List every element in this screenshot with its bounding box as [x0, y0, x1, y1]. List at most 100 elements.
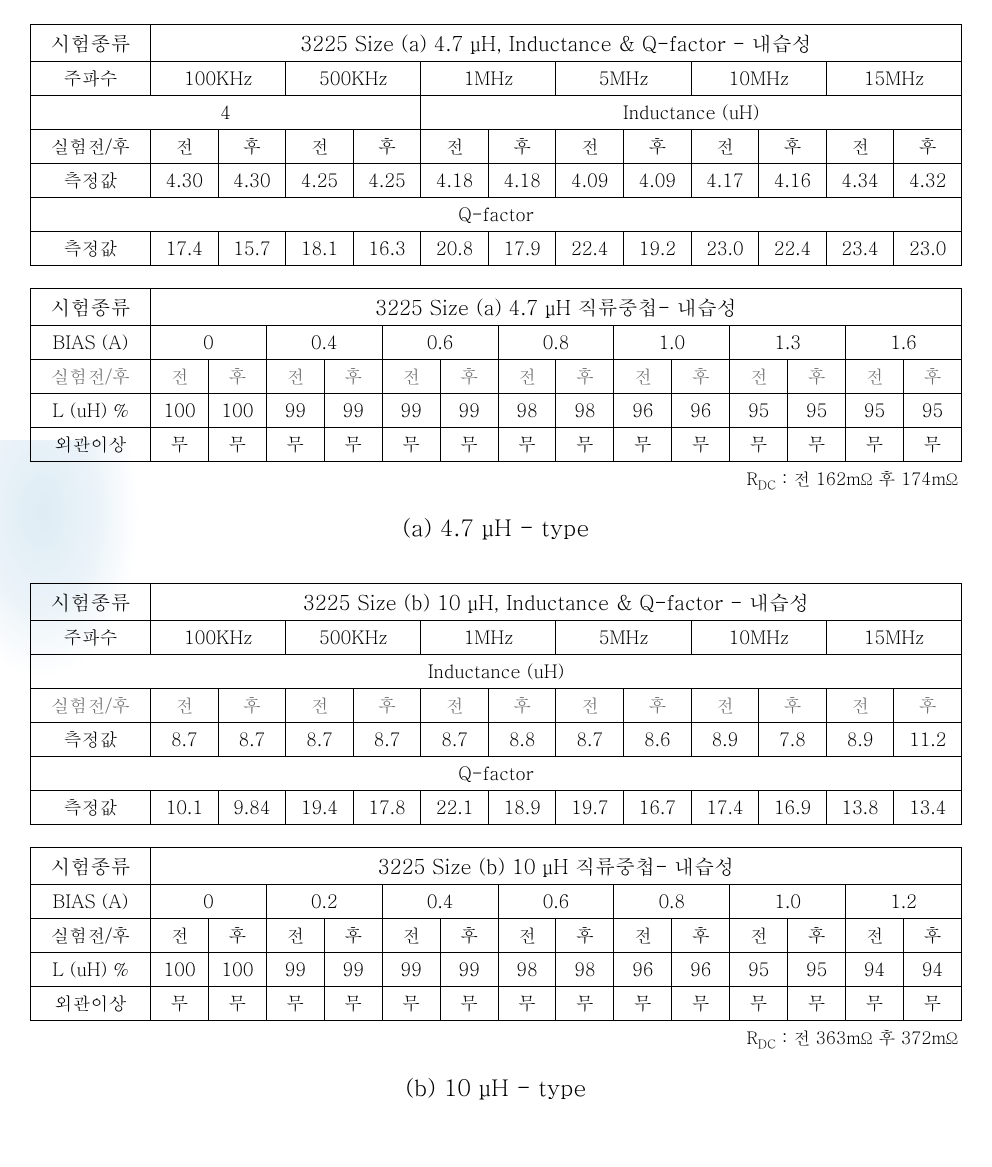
label-measured: 측정값	[31, 232, 151, 266]
bias-cell: 1.6	[846, 326, 962, 360]
q-val: 17.9	[488, 232, 556, 266]
q-val: 15.7	[218, 232, 286, 266]
col-before: 전	[691, 130, 759, 164]
bias-cell: 1.0	[730, 885, 846, 919]
rdc-r: R	[746, 466, 757, 490]
ind-val: 4.09	[624, 164, 692, 198]
ind-val: 4.32	[894, 164, 962, 198]
col-before: 전	[151, 360, 209, 394]
l-val: 96	[614, 953, 672, 987]
label-before-after: 실험전/후	[31, 360, 151, 394]
col-after: 후	[672, 360, 730, 394]
bias-cell: 0.4	[382, 885, 498, 919]
col-before: 전	[421, 130, 489, 164]
table-a-inductance-q: 시험종류 3225 Size (a) 4.7 μH, Inductance & …	[30, 24, 962, 266]
label-measured: 측정값	[31, 164, 151, 198]
ind-val: 8.7	[151, 723, 219, 757]
col-before: 전	[614, 919, 672, 953]
bias-cell: 0.6	[382, 326, 498, 360]
col-before: 전	[266, 360, 324, 394]
col-after: 후	[324, 919, 382, 953]
col-before: 전	[846, 919, 904, 953]
col-before: 전	[826, 689, 894, 723]
bias-cell: 0.4	[266, 326, 382, 360]
mu-val: 무	[846, 428, 904, 462]
ind-val: 8.9	[826, 723, 894, 757]
l-val: 99	[324, 953, 382, 987]
col-before: 전	[266, 919, 324, 953]
freq-cell: 5MHz	[556, 621, 691, 655]
col-after: 후	[440, 919, 498, 953]
label-before-after: 실험전/후	[31, 919, 151, 953]
rdc-sub: DC	[758, 1035, 776, 1053]
caption-b: (b) 10 μH - type	[30, 1071, 962, 1103]
mu-val: 무	[151, 987, 209, 1021]
col-before: 전	[730, 360, 788, 394]
l-val: 99	[382, 953, 440, 987]
l-val: 96	[614, 394, 672, 428]
ind-val: 8.7	[353, 723, 421, 757]
table-b-dc-bias: 시험종류 3225 Size (b) 10 μH 직류중첩- 내습성 BIAS …	[30, 847, 962, 1021]
label-test-type: 시험종류	[31, 289, 151, 326]
ind-val: 4.16	[759, 164, 827, 198]
col-after: 후	[759, 689, 827, 723]
table-b1-title: 3225 Size (b) 10 μH, Inductance & Q-fact…	[151, 584, 962, 621]
q-val: 19.2	[624, 232, 692, 266]
q-val: 13.8	[826, 791, 894, 825]
col-after: 후	[218, 689, 286, 723]
q-val: 23.0	[691, 232, 759, 266]
ind-val: 4.34	[826, 164, 894, 198]
inductance-4: 4	[31, 96, 421, 130]
l-val: 99	[440, 394, 498, 428]
col-after: 후	[788, 919, 846, 953]
l-val: 95	[846, 394, 904, 428]
col-after: 후	[324, 360, 382, 394]
ind-val: 4.30	[151, 164, 219, 198]
ind-val: 8.7	[421, 723, 489, 757]
mu-val: 무	[208, 428, 266, 462]
col-after: 후	[894, 689, 962, 723]
col-after: 후	[672, 919, 730, 953]
q-val: 16.3	[353, 232, 421, 266]
ind-val: 11.2	[894, 723, 962, 757]
label-appearance: 외관이상	[31, 428, 151, 462]
col-before: 전	[846, 360, 904, 394]
col-before: 전	[556, 689, 624, 723]
label-bias: BIAS (A)	[31, 326, 151, 360]
label-test-type: 시험종류	[31, 584, 151, 621]
l-val: 98	[498, 953, 556, 987]
l-val: 100	[208, 394, 266, 428]
q-val: 18.1	[286, 232, 354, 266]
col-after: 후	[903, 919, 961, 953]
label-before-after: 실험전/후	[31, 689, 151, 723]
table-a1-title: 3225 Size (a) 4.7 μH, Inductance & Q-fac…	[151, 25, 962, 62]
freq-cell: 500KHz	[286, 621, 421, 655]
l-val: 99	[266, 394, 324, 428]
mu-val: 무	[151, 428, 209, 462]
ind-val: 8.7	[556, 723, 624, 757]
col-before: 전	[421, 689, 489, 723]
col-after: 후	[440, 360, 498, 394]
freq-cell: 500KHz	[286, 62, 421, 96]
mu-val: 무	[672, 428, 730, 462]
bias-cell: 1.3	[730, 326, 846, 360]
q-val: 22.1	[421, 791, 489, 825]
rdc-sub: DC	[758, 475, 776, 493]
col-before: 전	[498, 919, 556, 953]
ind-val: 8.9	[691, 723, 759, 757]
col-before: 전	[556, 130, 624, 164]
l-val: 98	[498, 394, 556, 428]
mu-val: 무	[788, 428, 846, 462]
ind-val: 4.18	[488, 164, 556, 198]
q-val: 13.4	[894, 791, 962, 825]
col-before: 전	[826, 130, 894, 164]
q-val: 16.9	[759, 791, 827, 825]
label-frequency: 주파수	[31, 62, 151, 96]
col-after: 후	[556, 919, 614, 953]
col-before: 전	[151, 689, 219, 723]
l-val: 98	[556, 953, 614, 987]
col-before: 전	[151, 130, 219, 164]
q-val: 19.4	[286, 791, 354, 825]
l-val: 99	[382, 394, 440, 428]
table-b2-title: 3225 Size (b) 10 μH 직류중첩- 내습성	[151, 848, 962, 885]
